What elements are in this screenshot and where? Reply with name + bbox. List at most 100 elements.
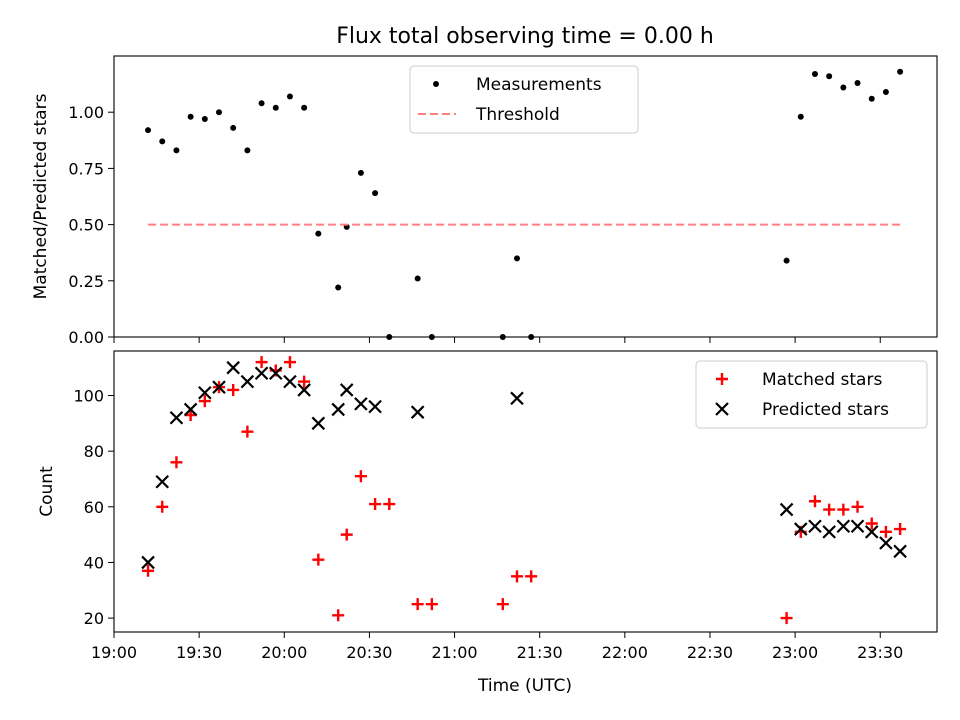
y-axis-label: Matched/Predicted stars [31,93,51,299]
matched-star-point [156,500,169,513]
predicted-star-point [283,374,297,389]
top-panel: 0.00 0.25 0.50 0.75 1.00 Matched/Predicted st… [31,55,938,347]
legend-label: Predicted stars [762,400,889,420]
predicted-star-point [141,555,155,570]
x-tick-label: 20:30 [346,643,392,662]
measurement-point [854,79,861,86]
predicted-star-point [155,474,170,489]
matched-star-point [808,495,821,508]
measurement-point [386,334,393,340]
matched-star-point [340,528,353,541]
y-tick-label: 0.25 [68,272,104,291]
matched-star-point [894,523,907,536]
measurement-point [187,113,194,120]
measurement-point [301,104,308,111]
predicted-star-point [510,391,524,406]
x-tick-label: 23:30 [857,643,903,662]
legend-label: Matched stars [762,370,882,390]
matched-star-point [354,470,367,483]
predicted-star-point [183,402,198,417]
matched-star-point [283,356,296,369]
measurement-point [272,104,279,111]
predicted-star-point [836,519,851,534]
predicted-star-point [864,525,879,539]
axes-frame [113,350,938,633]
predicted-star-point [311,416,326,431]
measurement-point [357,169,364,176]
matched-star-point [332,609,345,622]
matched-star-point [851,500,864,513]
y-tick-label: 0.00 [68,328,104,347]
predicted-star-point [240,374,255,389]
predicted-star-point [331,402,345,417]
matched-star-point [865,517,878,530]
y-axis-label: Count [37,466,57,517]
bottom-panel: 20 40 60 80 100 19:00 19:30 20:00 20:30 21:00 21:3… [37,350,938,662]
legend-marker-measurements [433,81,439,87]
x-tick-label: 19:30 [176,643,222,662]
matched-star-point [312,553,325,566]
x-tick-label: 22:00 [602,643,648,662]
predicted-star-point [879,536,893,550]
matched-star-point [255,356,268,369]
measurement-point [868,95,875,102]
y-tick-label: 100 [73,387,104,406]
legend-box [695,360,928,429]
predicted-star-point [794,522,808,536]
measurement-point [145,127,152,134]
matched-star-point [170,456,183,469]
predicted-star-point [822,525,836,539]
matched-star-point [241,425,254,438]
measurement-point [335,284,342,291]
matched-star-point [227,383,240,396]
predicted-star-point [368,399,382,414]
measurement-point [882,88,889,95]
measurement-point [258,100,265,107]
y-tick-label: 0.75 [68,159,104,178]
measurement-point [315,230,322,237]
measurement-point [372,190,379,197]
matched-star-point [425,598,438,611]
measurement-point [826,73,833,80]
x-tick-label: 23:00 [772,643,818,662]
measurement-point [286,93,293,100]
matched-star-point [383,498,396,511]
y-tick-label: 40 [84,553,104,572]
matched-star-point [411,598,424,611]
predicted-star-point [893,544,907,559]
measurement-point [513,255,520,262]
legend-marker-matched [716,373,728,385]
measurement-point [797,113,804,120]
x-tick-label: 22:30 [687,643,733,662]
measurement-point [499,334,506,340]
measurement-point [230,124,237,131]
matched-star-point [369,498,382,511]
matched-star-point [879,525,892,538]
x-tick-label: 19:00 [91,643,137,662]
legend-marker-predicted [715,402,729,416]
measurement-point [414,275,421,282]
measurement-point [428,334,435,340]
predicted-star-point [198,385,212,400]
predicted-star-point [779,502,794,517]
matched-star-point [142,564,155,577]
predicted-star-point [850,519,865,534]
predicted-star-point [354,397,368,411]
y-tick-label: 1.00 [68,103,104,122]
measurement-point [528,334,535,340]
matched-star-point [198,395,211,408]
predicted-star-point [410,405,425,419]
matched-star-point [525,570,538,583]
predicted-star-point [339,383,354,397]
predicted-star-point [226,360,240,375]
matched-star-point [837,503,850,516]
legend-box [409,65,639,134]
measurement-point [811,70,818,77]
matched-star-point [510,570,523,583]
matched-star-point [823,503,836,516]
measurement-point [216,109,223,116]
x-axis-label: Time (UTC) [477,676,572,696]
measurement-point [173,147,180,154]
measurement-point [244,147,251,154]
